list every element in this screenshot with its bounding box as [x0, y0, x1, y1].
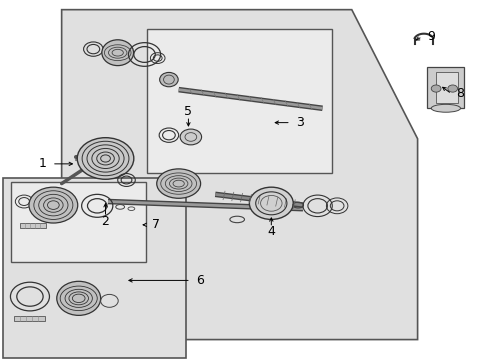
Circle shape [180, 129, 201, 145]
Circle shape [430, 85, 440, 92]
Ellipse shape [430, 104, 460, 112]
Polygon shape [14, 316, 44, 321]
Ellipse shape [102, 40, 133, 66]
Text: 3: 3 [295, 116, 303, 129]
Text: 7: 7 [152, 218, 160, 231]
Ellipse shape [57, 281, 101, 315]
Bar [427, 67, 463, 108]
Ellipse shape [157, 169, 200, 198]
Bar [435, 72, 457, 103]
Circle shape [447, 85, 457, 92]
Text: 6: 6 [195, 274, 203, 287]
Text: 5: 5 [184, 105, 192, 118]
Text: 2: 2 [102, 215, 109, 228]
Text: 1: 1 [39, 157, 47, 170]
Bar [3, 178, 185, 357]
Circle shape [77, 138, 134, 179]
Bar [147, 30, 331, 173]
Text: 9: 9 [427, 30, 434, 43]
Bar [11, 182, 145, 262]
Polygon shape [61, 10, 417, 339]
Polygon shape [20, 223, 45, 228]
Ellipse shape [159, 72, 178, 87]
Text: 8: 8 [456, 87, 464, 100]
Circle shape [249, 187, 293, 220]
Circle shape [29, 187, 78, 223]
Text: 4: 4 [267, 225, 275, 238]
